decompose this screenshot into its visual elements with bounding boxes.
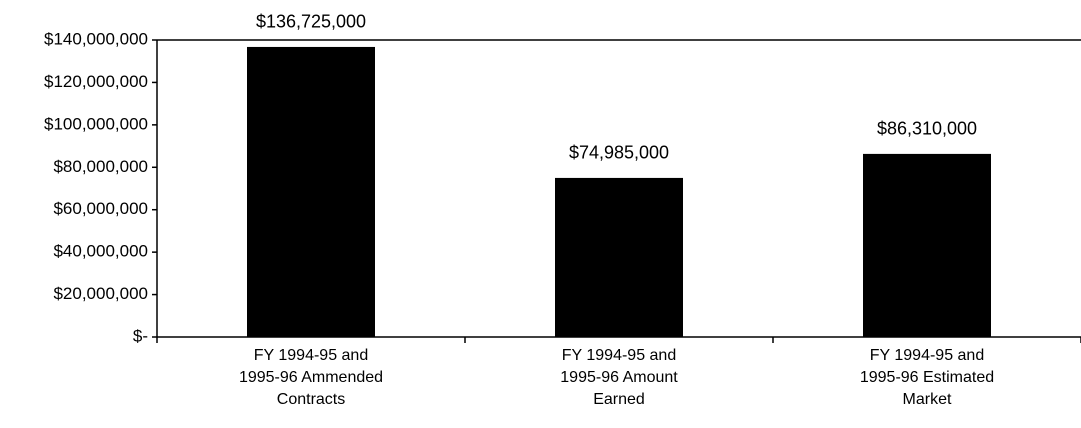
x-tick-label: Earned xyxy=(593,391,645,408)
y-tick-label: $- xyxy=(133,326,148,345)
x-tick-label: 1995-96 Ammended xyxy=(239,369,383,386)
data-label: $74,985,000 xyxy=(569,143,669,163)
y-tick-label: $120,000,000 xyxy=(44,72,148,91)
x-tick-label: Contracts xyxy=(277,391,345,408)
bar xyxy=(863,153,991,337)
y-tick-label: $40,000,000 xyxy=(53,242,148,261)
y-tick-label: $20,000,000 xyxy=(53,284,148,303)
bar xyxy=(555,177,683,337)
data-label: $136,725,000 xyxy=(256,12,366,32)
y-tick-label: $140,000,000 xyxy=(44,29,148,48)
x-tick-label: 1995-96 Estimated xyxy=(860,369,994,386)
bar xyxy=(247,46,375,337)
y-tick-label: $100,000,000 xyxy=(44,114,148,133)
data-label: $86,310,000 xyxy=(877,119,977,139)
y-tick-label: $60,000,000 xyxy=(53,199,148,218)
x-tick-label: FY 1994-95 and xyxy=(562,347,676,364)
x-tick-label: FY 1994-95 and xyxy=(870,347,984,364)
x-tick-label: 1995-96 Amount xyxy=(560,369,678,386)
x-tick-label: Market xyxy=(903,391,952,408)
x-tick-label: FY 1994-95 and xyxy=(254,347,368,364)
y-tick-label: $80,000,000 xyxy=(53,157,148,176)
